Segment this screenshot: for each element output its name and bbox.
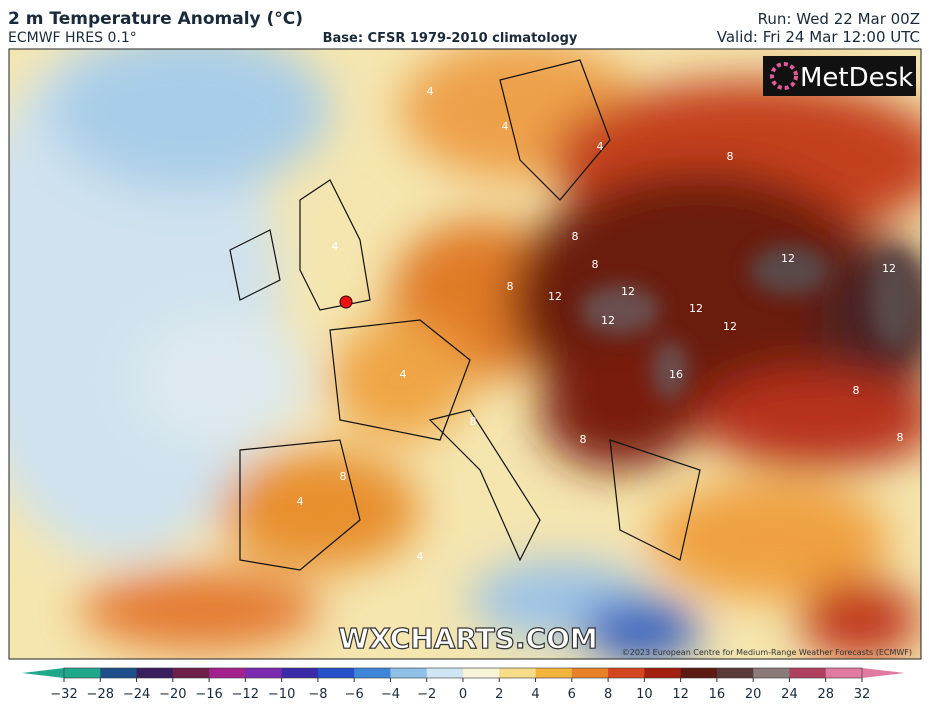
colorbar-tick-label: 6 [568, 687, 576, 702]
contour-label: 12 [882, 262, 896, 275]
contour-label: 8 [727, 150, 734, 163]
contour-label: 4 [502, 120, 509, 133]
colorbar-tick-label: −2 [417, 687, 436, 702]
run: Run: Wed 22 Mar 00Z [758, 10, 920, 28]
colorbar: −32 −28 −24 −20 −16 −12 −10 −8 −6 −4 −2 0 2 4 6 8 10 12 16… [22, 667, 905, 702]
contour-label: 16 [669, 368, 683, 381]
contour-label: 8 [592, 258, 599, 271]
colorbar-tick-label: 4 [531, 687, 539, 702]
colorbar-tick-label: −6 [345, 687, 364, 702]
colorbar-segment [172, 668, 210, 678]
contour-label: 8 [340, 470, 347, 483]
watermark: WXCHARTS.COM [338, 622, 598, 655]
contour-label: 4 [417, 550, 424, 563]
colorbar-segment [571, 668, 609, 678]
credit: ©2023 European Centre for Medium-Range W… [622, 648, 912, 657]
colorbar-tick-label: −12 [232, 687, 259, 702]
colorbar-segment [245, 668, 283, 678]
colorbar-tick-label: 8 [604, 687, 612, 702]
colorbar-tick-label: −28 [87, 687, 114, 702]
contour-label: 4 [332, 240, 339, 253]
colorbar-segment [499, 668, 537, 678]
base: Base: CFSR 1979-2010 climatology [323, 31, 578, 46]
colorbar-tick-label: −20 [159, 687, 186, 702]
colorbar-end [22, 668, 64, 678]
colorbar-segment [680, 668, 718, 678]
colorbar-tick-label: −16 [195, 687, 222, 702]
logo: MetDesk [800, 63, 913, 93]
colorbar-segment [789, 668, 827, 678]
colorbar-segment [535, 668, 573, 678]
contour-label: 8 [853, 384, 860, 397]
contour-label: 8 [507, 280, 514, 293]
contour-label: 12 [781, 252, 795, 265]
contour-label: 12 [621, 285, 635, 298]
colorbar-segment [608, 668, 645, 678]
location-marker [339, 295, 353, 309]
contour-label: 8 [897, 431, 904, 444]
contour-label: 4 [400, 368, 407, 381]
contour-label: 12 [689, 302, 703, 315]
contour-label: 4 [427, 85, 434, 98]
colorbar-segment [644, 668, 682, 678]
colorbar-tick-label: 0 [459, 687, 467, 702]
colorbar-segment [281, 668, 319, 678]
contour-label: 8 [572, 230, 579, 243]
model: ECMWF HRES 0.1° [8, 30, 137, 46]
colorbar-segment [100, 668, 138, 678]
colorbar-tick-label: −24 [123, 687, 150, 702]
colorbar-tick-label: 28 [817, 687, 834, 702]
colorbar-tick-label: −10 [268, 687, 295, 702]
colorbar-tick-label: 10 [636, 687, 653, 702]
contour-label: 12 [723, 320, 737, 333]
contour-label: 4 [597, 140, 604, 153]
colorbar-tick-label: −32 [50, 687, 77, 702]
colorbar-tick-label: 20 [745, 687, 762, 702]
title: 2 m Temperature Anomaly (°C) [8, 9, 303, 29]
colorbar-segment [64, 668, 101, 678]
colorbar-tick-label: 2 [495, 687, 503, 702]
contour-label: 12 [548, 290, 562, 303]
colorbar-tick-label: 24 [781, 687, 798, 702]
valid: Valid: Fri 24 Mar 12:00 UTC [717, 28, 920, 46]
colorbar-segment [825, 668, 863, 678]
colorbar-segment [136, 668, 174, 678]
colorbar-segment [753, 668, 790, 678]
colorbar-tick-label: −4 [381, 687, 400, 702]
colorbar-tick-label: 16 [709, 687, 726, 702]
colorbar-segment [390, 668, 428, 678]
colorbar-end [862, 668, 905, 678]
colorbar-tick-label: −8 [308, 687, 327, 702]
colorbar-segment [209, 668, 246, 678]
contour-label: 4 [297, 495, 304, 508]
map-frame [8, 48, 922, 660]
map: 4 4 4 4 8 8 8 8 12 12 12 12 12 12 16 4 8 8 12 4 8 8 4 8 MetDesk… [9, 49, 921, 659]
colorbar-tick-label: 12 [672, 687, 689, 702]
colorbar-segment [716, 668, 754, 678]
colorbar-segment [317, 668, 355, 678]
contour-label: 8 [580, 433, 587, 446]
colorbar-segment [463, 668, 500, 678]
colorbar-tick-label: 32 [854, 687, 871, 702]
colorbar-segment [426, 668, 464, 678]
contour-label: 12 [601, 314, 615, 327]
colorbar-segment [354, 668, 391, 678]
contour-label: 8 [470, 415, 477, 428]
